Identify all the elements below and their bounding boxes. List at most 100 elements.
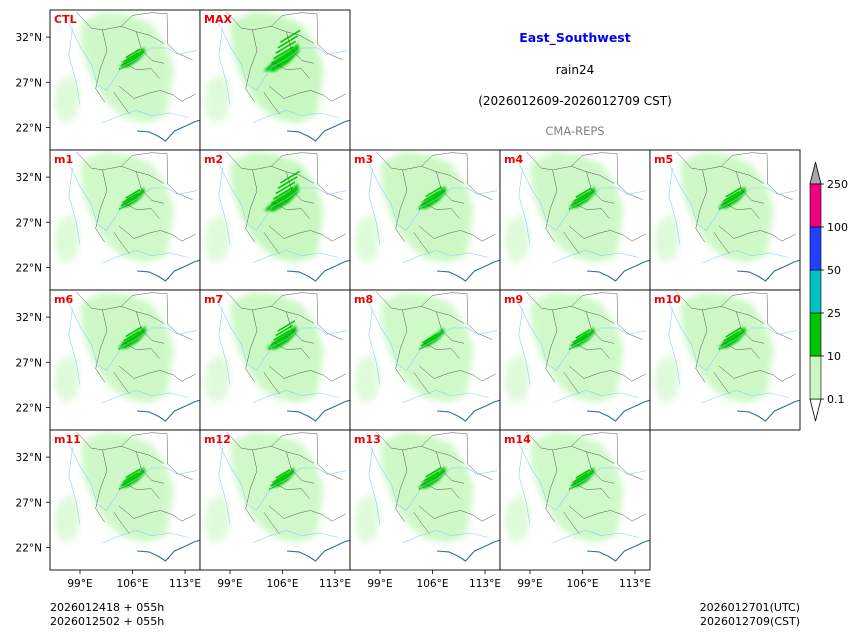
rain-band-streak bbox=[420, 475, 438, 487]
province-border bbox=[586, 311, 615, 344]
colorbar-segment bbox=[809, 183, 822, 228]
province-border bbox=[316, 13, 343, 60]
title-block: East_Southwest rain24 (2026012609-202601… bbox=[478, 30, 672, 138]
lon-tick-label: 113°E bbox=[619, 578, 651, 590]
river-line bbox=[402, 529, 489, 544]
map-panel-MAX: MAX bbox=[199, 9, 351, 151]
province-border bbox=[736, 171, 765, 204]
colorbar-segment bbox=[809, 226, 822, 271]
valid-time-cst: 2026012709(CST) bbox=[700, 615, 800, 628]
province-border bbox=[160, 230, 196, 242]
lon-tick-label: 99°E bbox=[517, 578, 542, 590]
rain-band-streak bbox=[275, 181, 296, 195]
colorbar-extend-min bbox=[809, 398, 822, 422]
panel-label: m12 bbox=[204, 433, 231, 446]
province-border bbox=[563, 512, 580, 535]
light-rain-area-west bbox=[203, 353, 230, 403]
province-border bbox=[121, 481, 160, 499]
map-panel-m14: m14 bbox=[499, 429, 651, 571]
river-line bbox=[368, 448, 381, 525]
province-border bbox=[136, 311, 165, 344]
province-border bbox=[118, 505, 161, 519]
coastline bbox=[136, 119, 200, 142]
province-border bbox=[466, 293, 493, 340]
rain-band-streak bbox=[420, 337, 436, 347]
colorbar-label: 50 bbox=[827, 264, 841, 277]
init-time-utc: 2026012418 + 055h bbox=[50, 601, 164, 614]
province-border bbox=[586, 451, 615, 484]
rain-band-streak bbox=[723, 331, 740, 342]
province-border bbox=[160, 370, 196, 382]
rain-band-streak bbox=[273, 329, 291, 341]
rain-band-streak bbox=[273, 472, 288, 483]
province-border bbox=[121, 61, 160, 79]
province-border bbox=[610, 370, 646, 382]
province-border bbox=[310, 230, 346, 242]
colorbar-segment bbox=[809, 355, 822, 400]
rain-band-streak bbox=[279, 170, 301, 184]
panel-label: m3 bbox=[354, 153, 373, 166]
province-border bbox=[166, 293, 193, 340]
coastline bbox=[586, 539, 650, 562]
coastline bbox=[436, 399, 500, 422]
province-border bbox=[271, 12, 318, 27]
province-border bbox=[271, 201, 310, 219]
river-line bbox=[68, 303, 198, 371]
panel-label: m8 bbox=[354, 293, 373, 306]
province-border bbox=[136, 171, 165, 204]
province-border bbox=[466, 433, 493, 480]
province-border bbox=[421, 341, 460, 359]
river-line bbox=[68, 448, 81, 525]
river-line bbox=[102, 109, 189, 124]
province-border bbox=[271, 432, 318, 447]
coastline bbox=[286, 539, 350, 562]
province-border bbox=[721, 292, 768, 307]
panel-label: m2 bbox=[204, 153, 223, 166]
province-border bbox=[166, 433, 193, 480]
province-border bbox=[95, 29, 108, 103]
province-border bbox=[695, 309, 708, 383]
province-border bbox=[121, 12, 168, 27]
river-line bbox=[218, 443, 348, 511]
province-border bbox=[263, 512, 280, 535]
river-line bbox=[518, 448, 531, 525]
river-line bbox=[252, 389, 339, 404]
river-line bbox=[518, 163, 648, 231]
river-line bbox=[368, 443, 498, 511]
province-border bbox=[271, 292, 318, 307]
rain-band-streak bbox=[277, 176, 298, 189]
light-rain-area-west bbox=[53, 213, 80, 263]
coastline bbox=[736, 259, 800, 282]
province-border bbox=[466, 153, 493, 200]
province-border bbox=[121, 292, 168, 307]
map-panel-m1: m1 bbox=[49, 149, 201, 291]
province-border bbox=[413, 372, 430, 395]
province-border bbox=[421, 481, 460, 499]
province-border bbox=[713, 372, 730, 395]
coastline bbox=[586, 399, 650, 422]
river-line bbox=[518, 303, 648, 371]
map-panel-m2: m2 bbox=[199, 149, 351, 291]
coastline bbox=[586, 259, 650, 282]
lon-tick-label: 106°E bbox=[417, 578, 449, 590]
province-border bbox=[160, 90, 196, 102]
light-rain-area-west bbox=[203, 213, 230, 263]
province-border bbox=[766, 293, 793, 340]
panel-label: m11 bbox=[54, 433, 81, 446]
map-panel-m5: m5 bbox=[649, 149, 801, 291]
coastline bbox=[136, 399, 200, 422]
province-border bbox=[610, 230, 646, 242]
rain-band-streak bbox=[270, 192, 292, 205]
province-border bbox=[418, 365, 461, 379]
panel-label: m14 bbox=[504, 433, 531, 446]
province-border bbox=[245, 449, 258, 523]
river-line bbox=[218, 28, 231, 105]
river-line bbox=[668, 168, 681, 245]
province-border bbox=[568, 225, 611, 239]
lat-tick-label: 27°N bbox=[16, 77, 42, 89]
province-border bbox=[616, 153, 643, 200]
lat-tick-label: 32°N bbox=[16, 172, 42, 184]
province-border bbox=[166, 13, 193, 60]
province-border bbox=[413, 232, 430, 255]
